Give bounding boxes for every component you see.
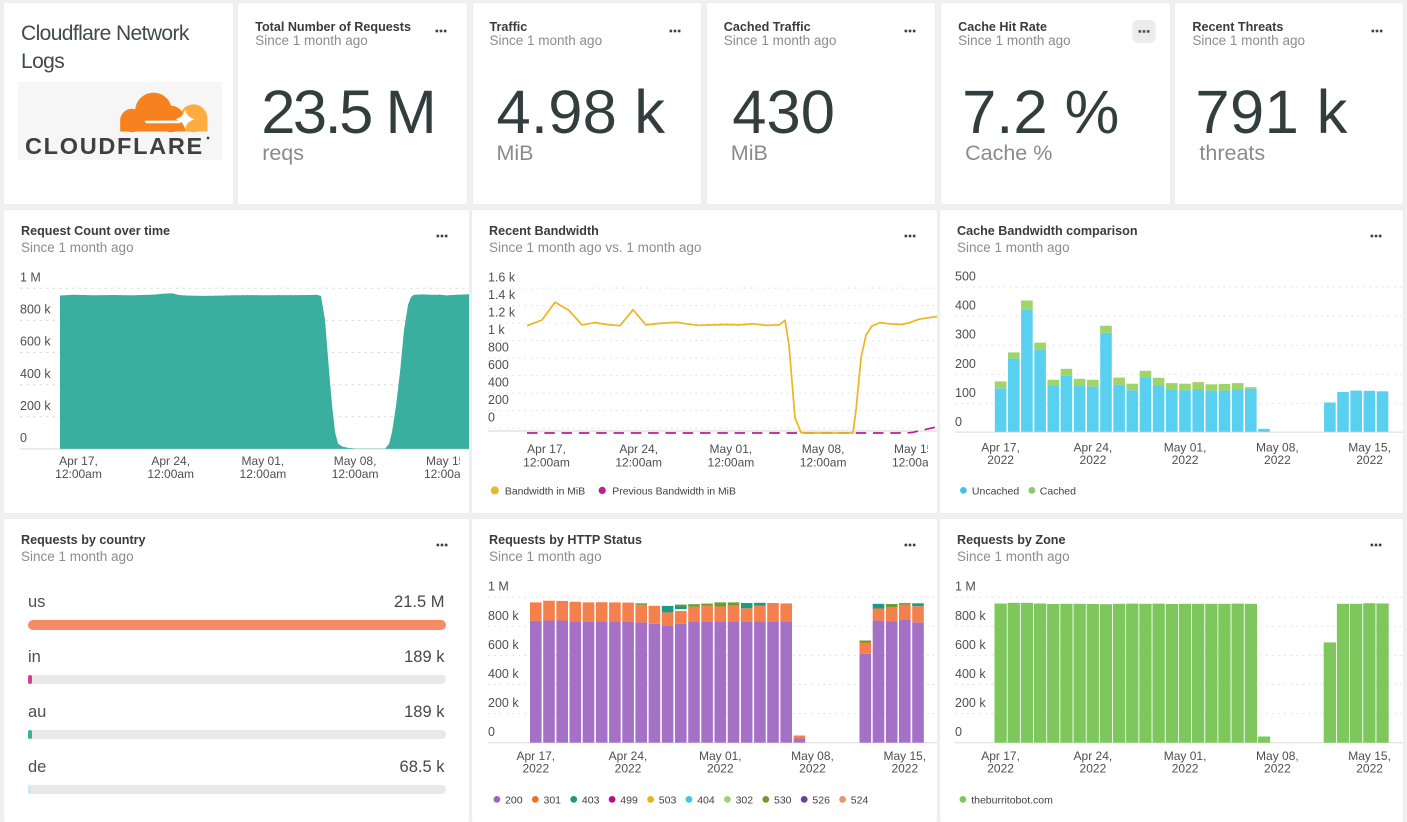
svg-text:1 M: 1 M (955, 580, 976, 594)
svg-text:May 01,: May 01, (1164, 441, 1207, 455)
svg-text:1 M: 1 M (20, 270, 41, 284)
svg-text:Apr 24,: Apr 24, (609, 749, 648, 763)
svg-text:2022: 2022 (1080, 453, 1107, 467)
svg-text:524: 524 (851, 795, 869, 807)
svg-text:Apr 24,: Apr 24, (151, 454, 190, 468)
svg-text:800 k: 800 k (488, 609, 519, 623)
svg-text:600 k: 600 k (20, 335, 51, 349)
svg-text:0: 0 (955, 415, 962, 429)
svg-text:12:00am: 12:00am (892, 455, 937, 469)
svg-text:May 15,: May 15, (1348, 749, 1391, 763)
svg-text:2022: 2022 (891, 761, 918, 775)
svg-text:2022: 2022 (522, 761, 549, 775)
svg-text:Cached: Cached (1040, 486, 1076, 498)
svg-text:2022: 2022 (1172, 453, 1199, 467)
svg-text:Previous Bandwidth in MiB: Previous Bandwidth in MiB (612, 487, 736, 498)
svg-text:800 k: 800 k (20, 303, 51, 317)
svg-text:2022: 2022 (615, 761, 642, 775)
svg-text:May 01,: May 01, (699, 749, 742, 763)
svg-text:200: 200 (955, 357, 976, 371)
svg-text:302: 302 (736, 795, 754, 807)
svg-text:Apr 17,: Apr 17, (981, 441, 1020, 455)
svg-text:0: 0 (488, 725, 495, 739)
svg-text:400: 400 (488, 376, 509, 390)
svg-text:Bandwidth in MiB: Bandwidth in MiB (505, 487, 585, 498)
svg-text:May 08,: May 08, (1256, 749, 1299, 763)
svg-text:May 08,: May 08, (334, 454, 377, 468)
svg-text:200: 200 (488, 393, 509, 407)
svg-text:12:00am: 12:00am (615, 455, 662, 469)
svg-text:12:00am: 12:00am (424, 467, 469, 481)
svg-text:400: 400 (955, 299, 976, 313)
svg-text:301: 301 (544, 795, 562, 807)
svg-text:CLOUDFLARE: CLOUDFLARE (25, 133, 204, 159)
svg-text:200 k: 200 k (488, 696, 519, 710)
svg-text:Apr 24,: Apr 24, (619, 442, 658, 456)
svg-text:May 15,: May 15, (894, 442, 937, 456)
svg-text:400 k: 400 k (488, 667, 519, 681)
svg-text:500: 500 (955, 270, 976, 284)
svg-text:800 k: 800 k (955, 609, 986, 623)
svg-text:2022: 2022 (707, 761, 734, 775)
svg-text:404: 404 (697, 795, 715, 807)
svg-text:Apr 24,: Apr 24, (1074, 441, 1113, 455)
svg-text:503: 503 (659, 795, 677, 807)
svg-text:Uncached: Uncached (972, 486, 1019, 498)
svg-text:theburritobot.com: theburritobot.com (971, 795, 1053, 807)
svg-text:2022: 2022 (1172, 761, 1199, 775)
svg-text:600: 600 (488, 358, 509, 372)
svg-text:400 k: 400 k (955, 667, 986, 681)
svg-text:May 01,: May 01, (710, 442, 753, 456)
svg-text:1 M: 1 M (488, 580, 509, 594)
svg-text:1.2 k: 1.2 k (488, 306, 516, 320)
svg-text:May 01,: May 01, (1164, 749, 1207, 763)
svg-text:May 15,: May 15, (1348, 441, 1391, 455)
svg-text:2022: 2022 (1264, 453, 1291, 467)
svg-text:0: 0 (955, 725, 962, 739)
svg-text:Apr 24,: Apr 24, (1074, 749, 1113, 763)
svg-text:May 08,: May 08, (1256, 441, 1299, 455)
svg-text:200: 200 (505, 795, 523, 807)
svg-text:1 k: 1 k (488, 323, 505, 337)
svg-text:400 k: 400 k (20, 367, 51, 381)
svg-text:2022: 2022 (799, 761, 826, 775)
svg-text:200 k: 200 k (955, 696, 986, 710)
svg-text:12:00am: 12:00am (240, 467, 287, 481)
svg-text:2022: 2022 (1356, 453, 1383, 467)
svg-text:Apr 17,: Apr 17, (527, 442, 566, 456)
svg-text:12:00am: 12:00am (147, 467, 194, 481)
svg-text:12:00am: 12:00am (332, 467, 379, 481)
svg-text:0: 0 (488, 411, 495, 425)
svg-text:2022: 2022 (1264, 761, 1291, 775)
svg-text:2022: 2022 (1356, 761, 1383, 775)
svg-text:499: 499 (620, 795, 638, 807)
svg-text:600 k: 600 k (488, 638, 519, 652)
svg-text:530: 530 (774, 795, 792, 807)
svg-text:May 01,: May 01, (242, 454, 285, 468)
svg-text:0: 0 (20, 431, 27, 445)
svg-text:200 k: 200 k (20, 399, 51, 413)
svg-text:May 08,: May 08, (802, 442, 845, 456)
svg-text:600 k: 600 k (955, 638, 986, 652)
svg-text:2022: 2022 (987, 761, 1014, 775)
svg-text:12:00am: 12:00am (708, 455, 755, 469)
svg-text:Apr 17,: Apr 17, (516, 749, 555, 763)
svg-text:12:00am: 12:00am (523, 455, 570, 469)
svg-text:403: 403 (582, 795, 600, 807)
svg-text:300: 300 (955, 328, 976, 342)
svg-text:Apr 17,: Apr 17, (59, 454, 98, 468)
svg-text:Apr 17,: Apr 17, (981, 749, 1020, 763)
svg-text:12:00am: 12:00am (55, 467, 102, 481)
svg-text:May 08,: May 08, (791, 749, 834, 763)
svg-text:2022: 2022 (987, 453, 1014, 467)
svg-text:1.4 k: 1.4 k (488, 288, 516, 302)
svg-text:2022: 2022 (1080, 761, 1107, 775)
svg-text:1.6 k: 1.6 k (488, 271, 516, 285)
svg-text:800: 800 (488, 341, 509, 355)
svg-text:526: 526 (812, 795, 830, 807)
svg-text:12:00am: 12:00am (800, 455, 847, 469)
svg-text:May 15,: May 15, (883, 749, 926, 763)
svg-text:100: 100 (955, 386, 976, 400)
svg-text:May 15,: May 15, (426, 454, 469, 468)
